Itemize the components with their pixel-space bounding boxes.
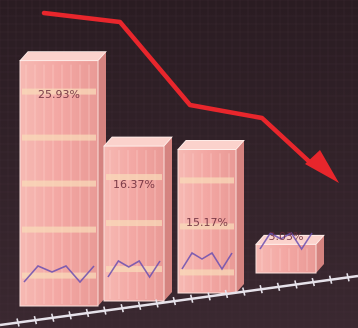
- trend-arrow-head: [305, 150, 339, 183]
- bar-top-face: [19, 51, 107, 61]
- bar-light-band: [22, 272, 96, 279]
- bar-light-band: [22, 226, 96, 233]
- bar-side-face: [236, 140, 244, 293]
- bar-4: 3.03%: [255, 230, 325, 274]
- bar-light-band: [180, 223, 234, 230]
- bar-inner-line: [181, 251, 233, 271]
- bar-top-face: [103, 136, 173, 147]
- x-axis-tick: [259, 285, 263, 294]
- bar-2: 16.37%: [103, 136, 173, 302]
- x-axis-tick: [103, 306, 107, 315]
- bar-light-band: [180, 177, 234, 184]
- x-axis-tick: [120, 304, 124, 313]
- bar-light-band: [22, 134, 96, 141]
- bar-3: 15.17%: [177, 140, 245, 294]
- bar-value-label: 3.03%: [269, 230, 304, 243]
- x-axis-tick: [33, 315, 38, 325]
- x-axis-tick: [189, 294, 194, 303]
- bar-value-label: 25.93%: [38, 88, 80, 101]
- x-axis-tick: [68, 311, 72, 320]
- bar-1: 25.93%: [19, 51, 107, 307]
- bar-light-band: [106, 220, 162, 227]
- x-axis-tick: [224, 289, 229, 299]
- trend-arrow: [41, 10, 339, 183]
- x-axis-tick: [155, 299, 159, 308]
- bar-inner-line: [259, 231, 313, 251]
- bar-front-face: [177, 148, 237, 294]
- bar-light-band: [106, 174, 162, 181]
- x-axis-tick: [346, 273, 350, 282]
- x-axis-tick: [294, 280, 298, 289]
- trend-arrow-shaft: [41, 10, 317, 169]
- bar-side-face: [316, 235, 324, 273]
- bar-value-label: 16.37%: [113, 178, 155, 191]
- x-axis-tick: [311, 277, 316, 287]
- x-axis-tick: [137, 301, 142, 311]
- x-axis-tick: [207, 292, 211, 301]
- bar-top-face: [177, 140, 245, 150]
- x-axis-tick: [328, 275, 333, 284]
- x-axis-line: [0, 274, 358, 327]
- x-axis-tick: [50, 313, 55, 322]
- bar-light-band: [180, 269, 234, 276]
- bars: 25.93% 16.37% 15.17% 3.03%: [19, 51, 325, 307]
- x-axis-tick: [16, 318, 20, 327]
- bar-light-band: [106, 266, 162, 273]
- bar-front-face: [255, 243, 317, 274]
- x-axis-tick: [276, 282, 281, 292]
- bar-inner-line: [23, 265, 95, 284]
- x-axis-tick: [242, 287, 246, 296]
- bar-light-band: [22, 180, 96, 187]
- x-axis-tick: [85, 308, 90, 318]
- bar-side-face: [164, 137, 172, 301]
- bar-inner-line: [107, 259, 161, 279]
- baseline: [0, 273, 358, 327]
- bar-light-band: [22, 88, 96, 95]
- x-axis-tick: [172, 296, 177, 306]
- bar-value-label: 15.17%: [186, 216, 228, 229]
